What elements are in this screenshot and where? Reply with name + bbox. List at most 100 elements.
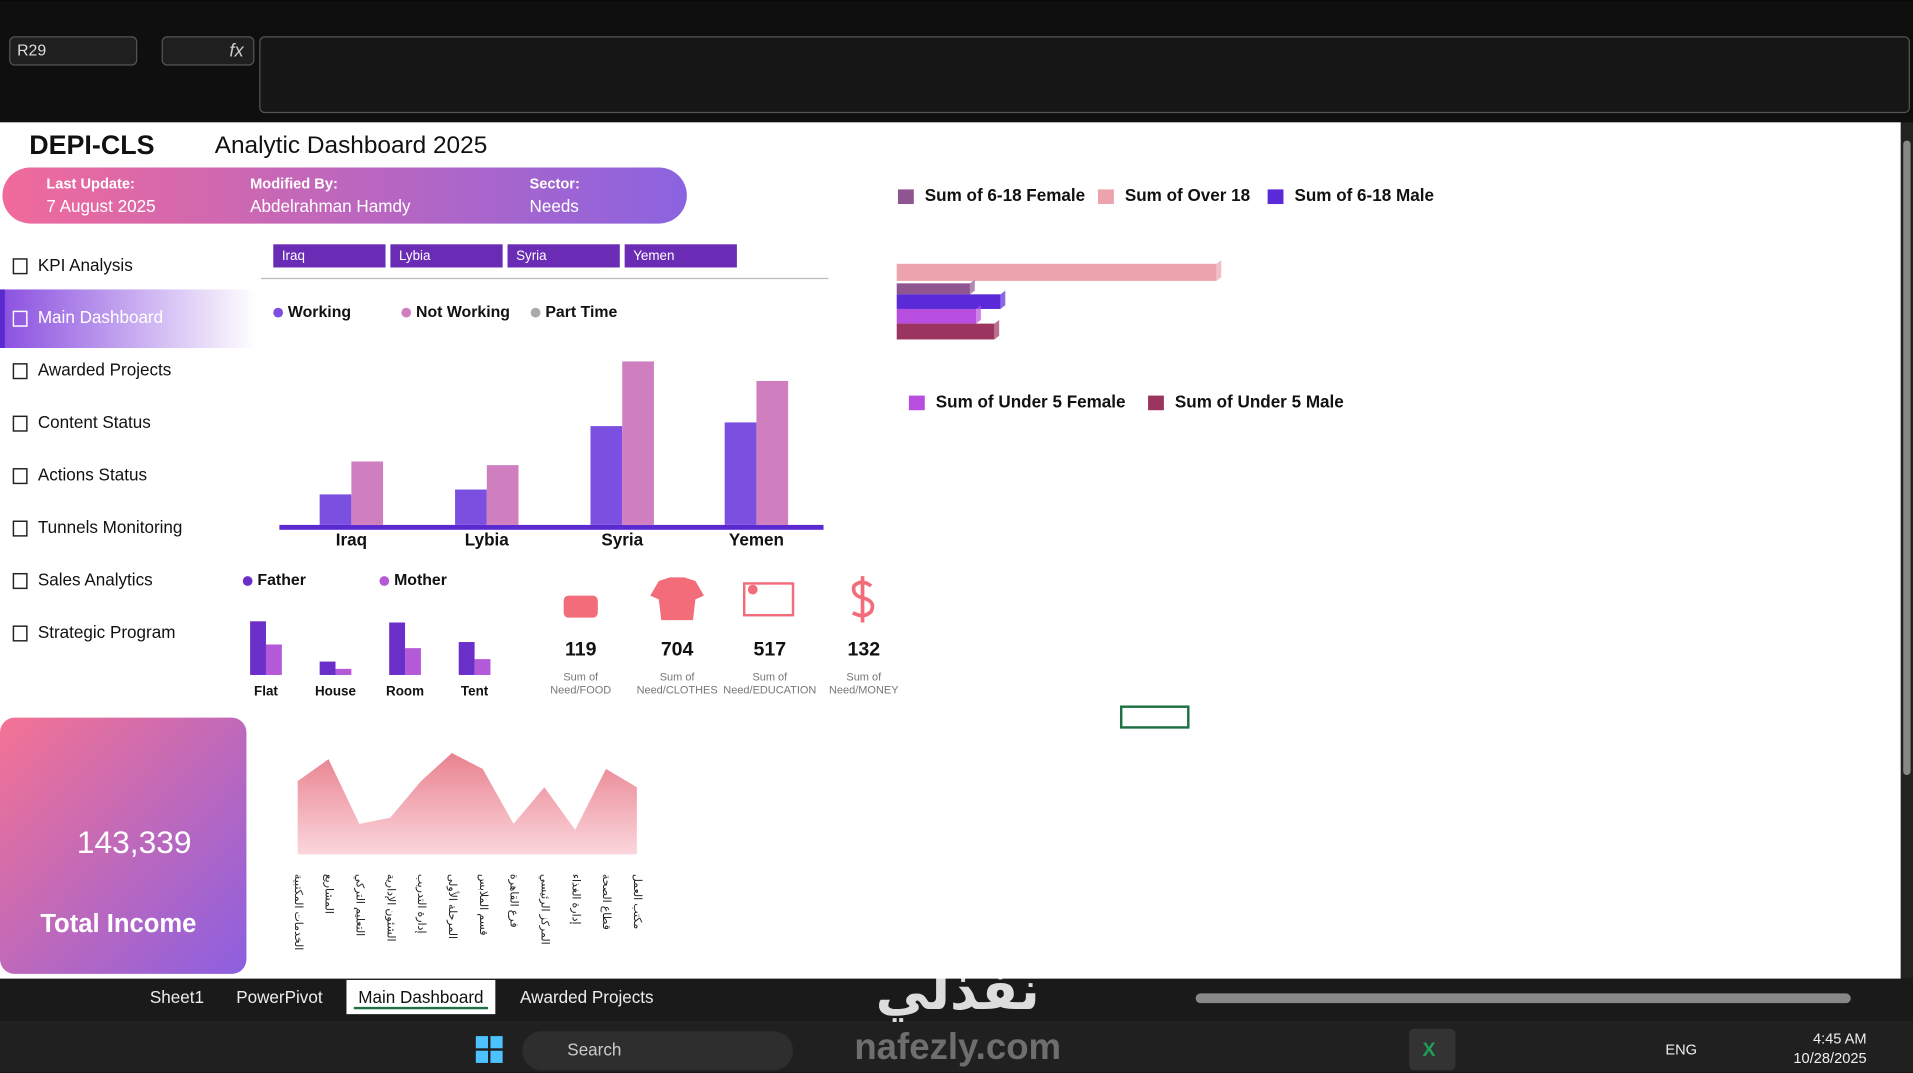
slicer-label: Syria xyxy=(516,248,547,263)
x-tick-label: House xyxy=(315,684,356,699)
kpi-value: 704 xyxy=(661,639,694,661)
x-tick-label: مكتب العمل xyxy=(631,874,643,929)
kpi-label: Sum of xyxy=(752,671,788,683)
kpi-label: Need/EDUCATION xyxy=(723,685,816,697)
kpi-value: 517 xyxy=(754,639,787,661)
kpi-label: Sum of xyxy=(660,671,696,683)
sheet-tab[interactable]: Awarded Projects xyxy=(520,988,654,1007)
x-tick-label: Flat xyxy=(254,684,278,699)
slicer-label: Lybia xyxy=(399,248,431,263)
slicer-button[interactable] xyxy=(507,244,620,268)
dashboard-title: Analytic Dashboard 2025 xyxy=(215,132,488,159)
bar xyxy=(724,422,757,525)
nav-item[interactable]: Sales Analytics xyxy=(38,571,153,590)
info-label: Last Update: xyxy=(46,176,135,192)
education-icon xyxy=(742,582,795,617)
income-value: 143,339 xyxy=(77,824,192,860)
watermark: nafezly.com xyxy=(854,1026,1061,1067)
nav-item[interactable]: KPI Analysis xyxy=(38,256,133,275)
clock-time: 4:45 AM xyxy=(1813,1032,1867,1048)
bar xyxy=(896,308,977,324)
bar xyxy=(351,461,384,525)
legend-label: Sum of 6-18 Female xyxy=(925,186,1085,205)
legend-label: Part Time xyxy=(545,304,617,321)
legend-label: Father xyxy=(257,572,305,589)
x-tick-label: Room xyxy=(386,684,424,699)
sheet-tab[interactable]: Main Dashboard xyxy=(358,988,483,1007)
x-tick-label: قطاع الصحة xyxy=(600,874,612,930)
search-box[interactable] xyxy=(522,1031,794,1071)
x-tick-label: الشئون الإدارية xyxy=(384,874,396,942)
nav-item[interactable]: Content Status xyxy=(38,413,151,432)
legend-swatch xyxy=(1148,395,1164,411)
nav-item[interactable]: Awarded Projects xyxy=(38,361,172,380)
bar-side xyxy=(969,279,975,295)
bar xyxy=(335,668,352,675)
bar xyxy=(590,426,623,525)
scroll-thumb[interactable] xyxy=(1903,140,1911,776)
selected-cell[interactable] xyxy=(1119,705,1190,729)
food-icon xyxy=(563,595,598,618)
legend-label: Sum of 6-18 Male xyxy=(1294,186,1434,205)
x-tick-label: Lybia xyxy=(465,530,509,549)
legend-label: Mother xyxy=(394,572,447,589)
info-value: Abdelrahman Hamdy xyxy=(250,197,411,216)
clothes-icon xyxy=(650,577,704,621)
x-tick-label: Yemen xyxy=(729,530,784,549)
legend-label: Sum of Under 5 Male xyxy=(1175,392,1344,411)
windows-logo[interactable] xyxy=(475,1036,503,1063)
legend-label: Sum of Under 5 Female xyxy=(936,392,1126,411)
x-tick-label: المركز الرئيسي xyxy=(538,874,550,945)
fx-button[interactable]: fx xyxy=(229,39,244,60)
x-tick-label: إدارة التدريب xyxy=(415,874,427,934)
info-banner xyxy=(2,167,687,224)
legend-label: Working xyxy=(288,304,351,321)
legend-dot xyxy=(530,307,541,318)
name-box[interactable] xyxy=(9,36,138,66)
bar-side xyxy=(1216,260,1222,281)
nav-icon xyxy=(12,415,28,432)
money-icon xyxy=(851,576,875,623)
bar xyxy=(896,283,970,295)
bar xyxy=(319,494,352,525)
income-card xyxy=(0,717,247,974)
legend-dot xyxy=(242,576,253,586)
nav-icon xyxy=(12,572,28,590)
legend-swatch xyxy=(1098,189,1114,205)
bar-side xyxy=(1000,290,1006,309)
bar xyxy=(486,465,519,525)
kpi-label: Sum of xyxy=(563,671,599,683)
legend-swatch xyxy=(1267,189,1284,205)
legend-dot xyxy=(379,576,390,586)
slicer-button[interactable] xyxy=(390,244,503,268)
x-axis xyxy=(279,524,824,530)
slicer-label: Yemen xyxy=(633,248,674,263)
x-tick-label: قسم الملابس xyxy=(477,874,489,936)
nav-item[interactable]: Actions Status xyxy=(38,466,147,485)
kpi-value: 119 xyxy=(565,639,597,661)
name-box-text: R29 xyxy=(17,43,46,60)
nav-item[interactable]: Strategic Program xyxy=(38,623,176,642)
bar xyxy=(756,380,789,525)
nav-item[interactable]: Main Dashboard xyxy=(38,308,163,327)
nav-highlight xyxy=(0,289,257,349)
sheet-tab[interactable]: PowerPivot xyxy=(236,988,323,1007)
bar xyxy=(455,489,487,525)
slicer-button[interactable] xyxy=(624,244,737,268)
bar-side xyxy=(976,305,981,324)
kpi-label: Need/FOOD xyxy=(550,685,611,697)
formula-bar[interactable] xyxy=(259,36,1910,114)
h-scroll[interactable] xyxy=(1195,993,1851,1004)
nav-item[interactable]: Tunnels Monitoring xyxy=(38,518,183,537)
bar xyxy=(896,323,995,340)
excel-icon[interactable] xyxy=(1409,1028,1456,1071)
x-tick-label: Iraq xyxy=(336,530,367,549)
sheet-tab[interactable]: Sheet1 xyxy=(150,988,204,1007)
slicer-button[interactable] xyxy=(273,244,386,268)
nav-marker xyxy=(0,289,5,349)
language: ENG xyxy=(1665,1043,1697,1059)
x-tick-label: المرحلة الأولى xyxy=(446,874,460,939)
x-tick-label: المشاريع xyxy=(323,874,335,914)
